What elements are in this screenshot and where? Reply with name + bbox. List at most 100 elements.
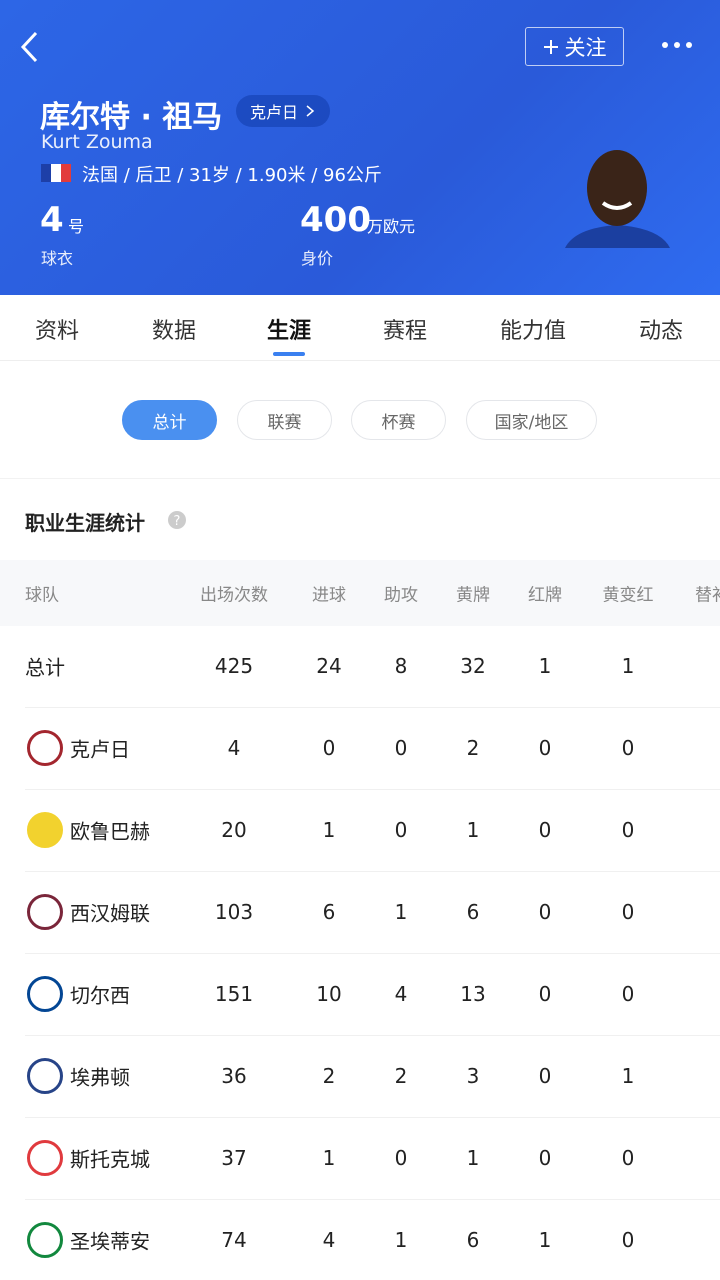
stat-value: 0 (621, 736, 635, 760)
stat-value: 0 (538, 1146, 552, 1170)
stat-value: 0 (538, 818, 552, 842)
row-divider (25, 1035, 720, 1036)
team-name: 总计 (25, 655, 65, 680)
team-name: 欧鲁巴赫 (70, 819, 150, 844)
stat-value: 37 (221, 1146, 247, 1170)
english-name: Kurt Zouma (41, 131, 153, 153)
back-button[interactable] (18, 30, 42, 64)
follow-button[interactable]: 关注 (525, 27, 624, 66)
stat-value: 36 (221, 1064, 247, 1088)
tab[interactable]: 数据 (151, 319, 197, 344)
market-value: 400 (300, 200, 371, 240)
stat-value: 2 (322, 1064, 336, 1088)
club-chip[interactable]: 克卢日 (236, 95, 331, 127)
stat-value: 0 (322, 736, 336, 760)
club-logo (27, 976, 63, 1012)
stat-value: 74 (221, 1228, 247, 1252)
filter-chip[interactable]: 总计 (122, 400, 217, 440)
plus-icon (543, 39, 558, 54)
club-logo (27, 1140, 63, 1176)
row-divider (25, 707, 720, 708)
team-name: 斯托克城 (70, 1147, 150, 1172)
svg-text:?: ? (174, 514, 181, 529)
tab-indicator (273, 352, 305, 356)
shirt-number: 4 (40, 200, 64, 240)
club-logo (27, 1222, 63, 1258)
team-name: 西汉姆联 (70, 901, 150, 926)
column-header: 黄变红 (602, 585, 654, 606)
stat-value: 0 (621, 1228, 635, 1252)
stat-value: 6 (466, 900, 480, 924)
stat-value: 2 (394, 1064, 408, 1088)
stat-value: 2 (466, 736, 480, 760)
stat-value: 3 (466, 1064, 480, 1088)
chevron (306, 105, 315, 117)
player-name: 库尔特 · 祖马 (40, 100, 223, 135)
row-divider (25, 789, 720, 790)
market-unit: 万欧元 (367, 217, 416, 236)
tab[interactable]: 资料 (34, 319, 80, 344)
column-header: 替补 (695, 585, 720, 606)
stat-value: 1 (322, 1146, 336, 1170)
stat-value: 6 (466, 1228, 480, 1252)
tab[interactable]: 生涯 (266, 319, 312, 344)
stat-value: 1 (466, 818, 480, 842)
row-divider (25, 871, 720, 872)
tab-bar: 资料 数据 生涯 赛程 能力值 动态 (0, 295, 720, 361)
filter-chip[interactable]: 杯赛 (351, 400, 446, 440)
help-icon[interactable]: ? (167, 510, 187, 530)
team-name: 埃弗顿 (70, 1065, 130, 1090)
stat-value: 1 (394, 1228, 408, 1252)
stat-value: 1 (322, 818, 336, 842)
stat-value: 20 (221, 818, 247, 842)
club-logo (27, 894, 63, 930)
team-name: 圣埃蒂安 (70, 1229, 150, 1254)
tab[interactable]: 动态 (638, 319, 684, 344)
follow-label: 关注 (564, 35, 607, 60)
stat-value: 0 (538, 982, 552, 1006)
stat-value: 1 (621, 1064, 635, 1088)
stat-value: 4 (227, 736, 241, 760)
team-name: 切尔西 (70, 983, 130, 1008)
column-header: 球队 (25, 585, 59, 606)
stat-value: 0 (394, 818, 408, 842)
shirt-unit: 号 (68, 217, 85, 236)
stat-value: 0 (621, 1146, 635, 1170)
stat-value: 0 (621, 982, 635, 1006)
stat-value: 0 (621, 900, 635, 924)
stat-value: 13 (460, 982, 486, 1006)
filter-chip[interactable]: 国家/地区 (466, 400, 597, 440)
stat-value: 1 (394, 900, 408, 924)
row-divider (25, 1199, 720, 1200)
stat-value: 1 (466, 1146, 480, 1170)
divider (0, 478, 720, 479)
club-logo (27, 730, 63, 766)
tab[interactable]: 赛程 (382, 319, 428, 344)
stat-value: 4 (394, 982, 408, 1006)
stat-value: 8 (394, 654, 408, 678)
stat-value: 10 (316, 982, 342, 1006)
stat-value: 0 (538, 736, 552, 760)
player-info: 法国 / 后卫 / 31岁 / 1.90米 / 96公斤 (82, 165, 382, 186)
stat-value: 0 (394, 1146, 408, 1170)
column-header: 助攻 (384, 585, 418, 606)
filter-chip[interactable]: 联赛 (237, 400, 332, 440)
more-button[interactable] (660, 40, 696, 50)
stat-value: 32 (460, 654, 486, 678)
stat-value: 4 (322, 1228, 336, 1252)
shirt-label: 球衣 (41, 249, 74, 268)
tab[interactable]: 能力值 (499, 319, 567, 344)
section-title: 职业生涯统计 (25, 511, 145, 535)
stat-value: 0 (538, 1064, 552, 1088)
row-divider (25, 1117, 720, 1118)
row-divider (25, 953, 720, 954)
stat-value: 0 (621, 818, 635, 842)
stat-value: 24 (316, 654, 342, 678)
stat-value: 425 (214, 654, 254, 678)
column-header: 红牌 (528, 585, 562, 606)
club-name: 克卢日 (250, 103, 299, 122)
player-photo (565, 150, 670, 248)
table-header (0, 560, 720, 626)
stat-value: 0 (394, 736, 408, 760)
